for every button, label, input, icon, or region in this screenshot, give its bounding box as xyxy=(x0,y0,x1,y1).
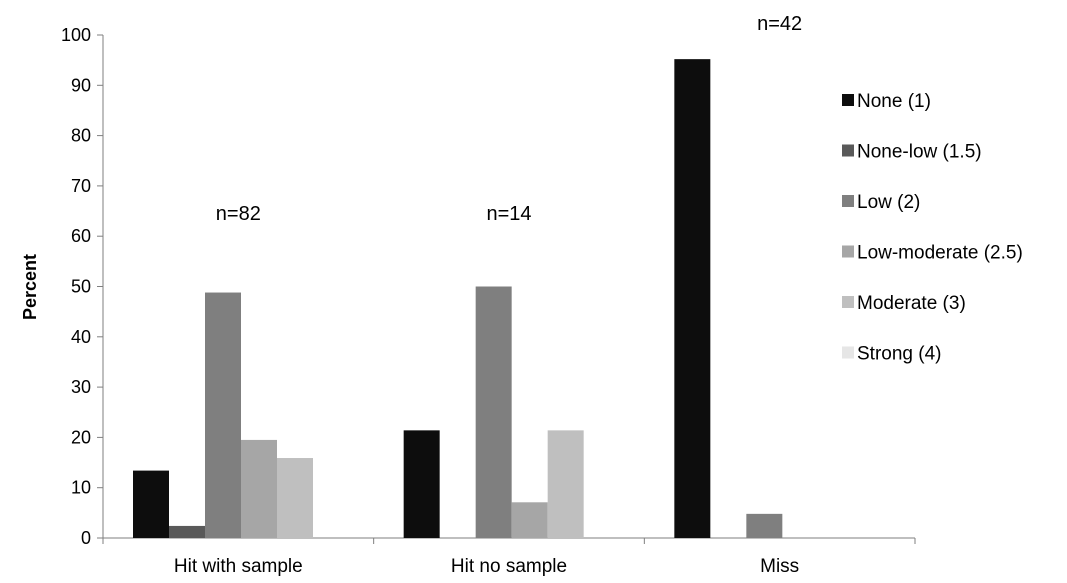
bar xyxy=(746,513,783,538)
y-axis-label: Percent xyxy=(20,254,40,320)
bar xyxy=(475,286,512,538)
bar xyxy=(169,525,205,538)
bar xyxy=(205,292,241,538)
y-tick-label: 80 xyxy=(71,126,91,146)
bar xyxy=(241,439,277,538)
bar xyxy=(133,470,169,538)
y-tick-label: 20 xyxy=(71,427,91,447)
legend-swatch xyxy=(842,94,854,106)
bar xyxy=(547,430,584,538)
legend-swatch xyxy=(842,245,854,258)
legend-label: Moderate (3) xyxy=(857,293,966,314)
y-tick-label: 60 xyxy=(71,226,91,246)
y-tick-label: 0 xyxy=(81,528,91,548)
axes: 0 10 20 30 40 50 60 70 80 90 100 xyxy=(61,25,916,548)
legend-label: Low (2) xyxy=(857,192,920,213)
x-category-label: Miss xyxy=(760,556,799,577)
bar xyxy=(674,59,711,538)
y-tick-label: 10 xyxy=(71,478,91,498)
y-tick-label: 40 xyxy=(71,327,91,347)
legend-label: Strong (4) xyxy=(857,344,941,365)
y-tick-label: 50 xyxy=(71,277,91,297)
y-tick-label: 70 xyxy=(71,176,91,196)
x-category-label: Hit no sample xyxy=(451,556,567,577)
bar xyxy=(511,502,548,538)
sample-size-annotation: n=14 xyxy=(486,203,531,225)
y-tick-label: 30 xyxy=(71,377,91,397)
sample-size-annotation: n=42 xyxy=(757,13,802,35)
bars xyxy=(133,59,783,538)
legend-label: Low-moderate (2.5) xyxy=(857,243,1023,264)
legend: None (1) None-low (1.5) Low (2) Low-moderat… xyxy=(842,91,1023,365)
legend-label: None-low (1.5) xyxy=(857,142,982,163)
bar xyxy=(403,430,440,538)
y-tick-label: 100 xyxy=(61,25,91,45)
y-tick-label: 90 xyxy=(71,75,91,95)
legend-swatch xyxy=(842,195,854,207)
sample-size-annotation: n=82 xyxy=(216,203,261,225)
bar xyxy=(277,458,313,538)
legend-swatch xyxy=(842,296,854,308)
legend-swatch xyxy=(842,346,854,359)
legend-label: None (1) xyxy=(857,91,931,112)
labels: Hit with sample Hit no sample Miss n=82 n=14… xyxy=(174,13,802,577)
x-category-label: Hit with sample xyxy=(174,556,303,577)
legend-swatch xyxy=(842,144,854,157)
